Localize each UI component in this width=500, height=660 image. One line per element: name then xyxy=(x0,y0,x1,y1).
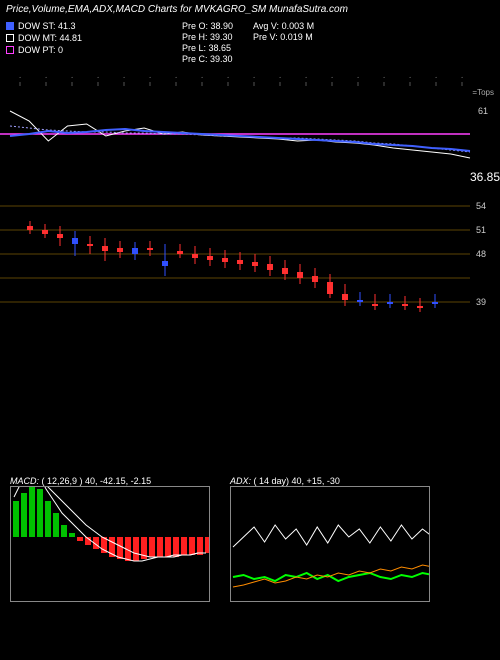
spacer xyxy=(0,326,500,476)
macd-label: MACD: xyxy=(10,476,39,486)
date-axis: · · · · · · · · · · · · · · · · · · xyxy=(0,66,500,86)
stat-high: Pre H: 39.30 xyxy=(182,32,233,42)
svg-text:·: · xyxy=(251,73,258,82)
svg-text:36.85: 36.85 xyxy=(470,170,500,184)
adx-chart xyxy=(230,486,430,602)
svg-text:·: · xyxy=(225,73,232,82)
macd-params: ( 12,26,9 ) 40, -42.15, -2.15 xyxy=(42,476,152,486)
svg-text:·: · xyxy=(69,73,76,82)
svg-text:·: · xyxy=(329,73,336,82)
ohlc-stats: Pre O: 38.90 Pre H: 39.30 Pre L: 38.65 P… xyxy=(182,21,314,64)
stat-low: Pre L: 38.65 xyxy=(182,43,233,53)
adx-params: ( 14 day) 40, +15, -30 xyxy=(254,476,340,486)
svg-text:51: 51 xyxy=(476,225,486,235)
indicator-row: MACD: ( 12,26,9 ) 40, -42.15, -2.15 ADX:… xyxy=(0,476,500,602)
svg-text:·: · xyxy=(303,73,310,82)
stat-open: Pre O: 38.90 xyxy=(182,21,233,31)
svg-text:39: 39 xyxy=(476,297,486,307)
tops-link[interactable]: =Tops xyxy=(472,88,494,97)
svg-text:·: · xyxy=(43,73,50,82)
svg-text:·: · xyxy=(407,73,414,82)
svg-text:·: · xyxy=(95,73,102,82)
stat-pre-vol: Pre V: 0.019 M xyxy=(253,32,314,42)
svg-text:·: · xyxy=(277,73,284,82)
legend-dow-mt: DOW MT: 44.81 xyxy=(6,33,82,43)
chart-title: Price,Volume,EMA,ADX,MACD Charts for MVK… xyxy=(0,0,500,19)
adx-container: ADX: ( 14 day) 40, +15, -30 xyxy=(230,476,430,602)
ema-line-chart: 61 36.85 xyxy=(0,86,500,186)
svg-text:·: · xyxy=(147,73,154,82)
legend-dow-st: DOW ST: 41.3 xyxy=(6,21,82,31)
svg-text:48: 48 xyxy=(476,249,486,259)
svg-text:·: · xyxy=(381,73,388,82)
swatch-icon xyxy=(6,22,14,30)
svg-text:·: · xyxy=(17,73,24,82)
dow-legend: DOW ST: 41.3 DOW MT: 44.81 DOW PT: 0 xyxy=(6,21,82,64)
macd-container: MACD: ( 12,26,9 ) 40, -42.15, -2.15 xyxy=(10,476,210,602)
svg-text:61: 61 xyxy=(478,106,488,116)
stat-close: Pre C: 39.30 xyxy=(182,54,233,64)
candlestick-chart: 54 51 48 39 xyxy=(0,186,500,326)
svg-text:·: · xyxy=(459,73,466,82)
svg-text:·: · xyxy=(355,73,362,82)
legend-dow-pt: DOW PT: 0 xyxy=(6,45,82,55)
macd-chart xyxy=(10,486,210,602)
legend-stats-row: DOW ST: 41.3 DOW MT: 44.81 DOW PT: 0 Pre… xyxy=(0,19,500,66)
svg-text:·: · xyxy=(433,73,440,82)
adx-label: ADX: xyxy=(230,476,251,486)
svg-text:·: · xyxy=(121,73,128,82)
svg-text:·: · xyxy=(199,73,206,82)
svg-text:54: 54 xyxy=(476,201,486,211)
swatch-icon xyxy=(6,46,14,54)
stat-avg-vol: Avg V: 0.003 M xyxy=(253,21,314,31)
swatch-icon xyxy=(6,34,14,42)
svg-text:·: · xyxy=(173,73,180,82)
